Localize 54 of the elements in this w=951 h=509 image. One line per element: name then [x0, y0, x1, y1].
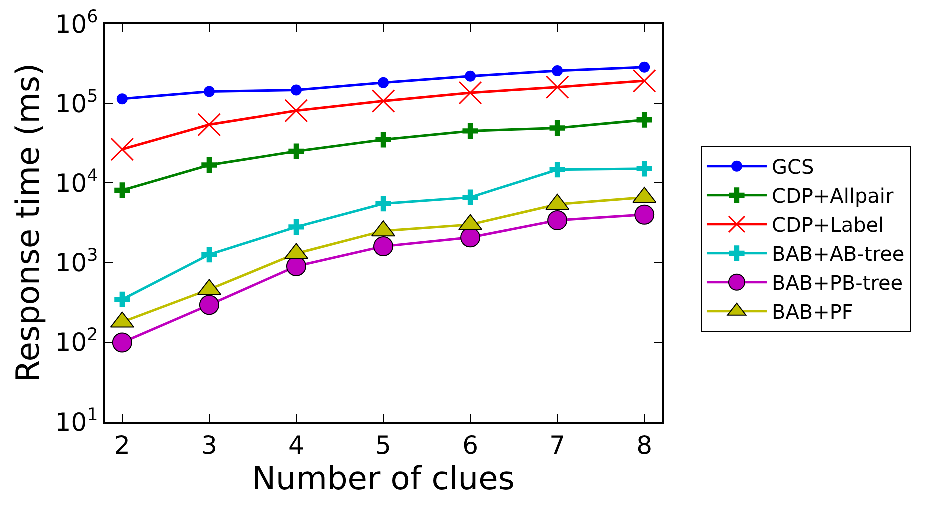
legend-label: GCS: [772, 155, 814, 180]
point: [290, 84, 302, 96]
point: [202, 157, 218, 174]
x-tick-label: 8: [636, 430, 653, 460]
point: [202, 247, 218, 263]
point: [374, 236, 394, 257]
legend-label: CDP+Allpair: [772, 184, 894, 208]
y-tick-label: 10$^{2}$: [55, 326, 98, 358]
point: [288, 219, 304, 236]
point: [632, 69, 656, 93]
legend-label: BAB+AB-tree: [772, 242, 905, 266]
legend-label: BAB+PF: [772, 300, 854, 324]
y-tick-label: 10$^{1}$: [55, 405, 98, 437]
x-tick-label: 2: [114, 430, 130, 460]
point: [548, 210, 568, 230]
point: [284, 99, 308, 123]
x-axis-title: Number of clues: [252, 460, 515, 498]
point: [552, 65, 564, 76]
point: [198, 113, 222, 137]
point: [288, 144, 304, 160]
point: [199, 295, 220, 316]
point: [636, 161, 652, 177]
point: [110, 138, 134, 162]
point: [112, 332, 132, 353]
y-tick-label: 10$^{4}$: [55, 166, 98, 198]
point: [458, 81, 482, 105]
point: [204, 86, 215, 98]
point: [634, 204, 655, 225]
point: [465, 70, 476, 82]
y-tick-label: 10$^{3}$: [55, 246, 98, 278]
point: [114, 182, 130, 198]
x-tick-label: 3: [201, 430, 218, 460]
x-tick-label: 6: [462, 430, 478, 460]
x-tick-label: 5: [376, 430, 392, 460]
x-tick-label: 4: [288, 430, 304, 460]
point: [372, 90, 396, 114]
y-axis-title: Response time (ms): [9, 63, 48, 383]
point: [546, 76, 570, 100]
point: [376, 132, 392, 148]
point: [639, 62, 650, 73]
point: [114, 292, 130, 308]
point: [376, 196, 392, 212]
point: [636, 112, 652, 128]
point: [550, 120, 566, 136]
y-tick-label: 10$^{6}$: [55, 7, 98, 39]
legend-label: CDP+Label: [772, 213, 884, 238]
point: [378, 77, 389, 88]
point: [116, 94, 128, 105]
legend-label: BAB+PB-tree: [772, 271, 904, 296]
point: [462, 123, 478, 139]
point: [550, 162, 566, 178]
y-tick-label: 10$^{5}$: [55, 86, 98, 118]
x-tick-label: 7: [550, 430, 566, 460]
point: [462, 190, 478, 206]
